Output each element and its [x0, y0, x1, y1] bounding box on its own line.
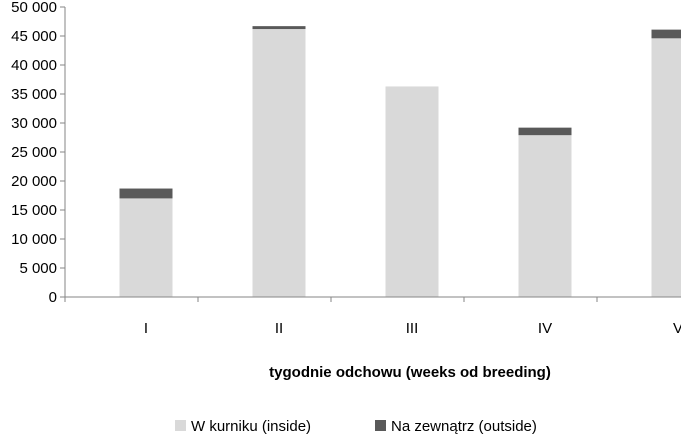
legend-label-outside: Na zewnątrz (outside)	[391, 418, 537, 435]
y-tick-label: 25 000	[11, 144, 57, 161]
y-tick-label: 5 000	[19, 260, 57, 277]
y-tick-label: 40 000	[11, 57, 57, 74]
legend-swatch-inside	[175, 420, 186, 431]
y-tick-label: 35 000	[11, 86, 57, 103]
x-tick-label: I	[144, 320, 148, 337]
bar-inside	[119, 198, 173, 297]
y-tick-label: 20 000	[11, 173, 57, 190]
bar-inside	[518, 135, 572, 297]
x-axis-ticks: I II III IV V	[64, 297, 681, 337]
bar-outside	[252, 26, 306, 30]
bar-outside	[651, 29, 681, 39]
bar-inside	[252, 29, 306, 297]
y-axis-ticks: 0 5 000 10 000 15 000 20 000 25 000 30 000 35 0…	[11, 0, 65, 306]
x-axis-title: tygodnie odchowu (weeks od breeding)	[269, 364, 551, 381]
y-tick-label: 10 000	[11, 231, 57, 248]
y-tick-label: 0	[49, 289, 57, 306]
x-tick-label: V	[673, 320, 681, 337]
bars	[119, 26, 681, 298]
legend-swatch-outside	[375, 420, 386, 431]
legend: W kurniku (inside) Na zewnątrz (outside)	[175, 418, 537, 435]
y-tick-label: 50 000	[11, 0, 57, 16]
bar-outside	[119, 188, 173, 199]
bar-inside	[385, 86, 439, 298]
legend-label-inside: W kurniku (inside)	[191, 418, 311, 435]
x-tick-label: IV	[538, 320, 552, 337]
x-tick-label: II	[275, 320, 283, 337]
y-tick-label: 45 000	[11, 28, 57, 45]
bar-inside	[651, 38, 681, 297]
x-tick-label: III	[406, 320, 419, 337]
y-tick-label: 15 000	[11, 202, 57, 219]
y-tick-label: 30 000	[11, 115, 57, 132]
bar-outside	[518, 127, 572, 136]
